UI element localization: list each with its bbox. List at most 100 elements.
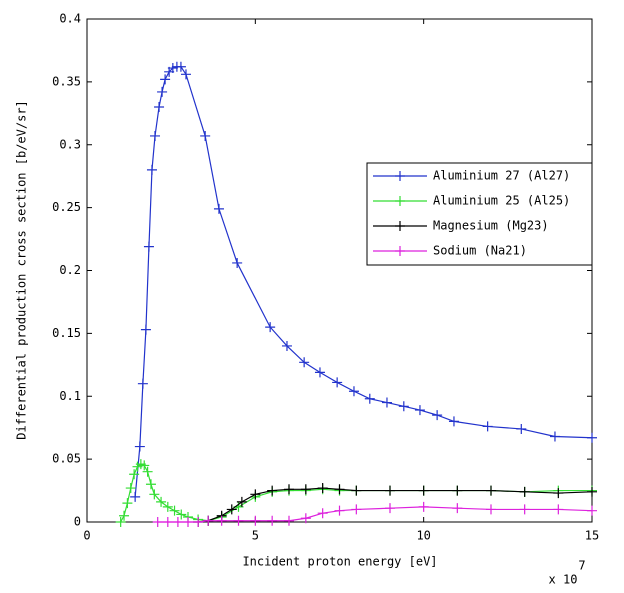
point-marker	[314, 367, 325, 378]
point-marker	[172, 517, 183, 527]
point-marker	[129, 469, 140, 480]
y-tick-label: 0.1	[59, 389, 81, 403]
point-marker	[299, 357, 310, 368]
point-marker	[418, 485, 429, 496]
point-marker	[216, 515, 227, 526]
x-tick-label: 5	[252, 529, 259, 543]
point-marker	[152, 517, 163, 527]
point-marker	[137, 378, 148, 389]
point-marker	[587, 505, 597, 516]
point-marker	[250, 515, 261, 526]
point-marker	[587, 486, 597, 497]
x-multiplier-exponent: 7	[578, 559, 585, 573]
y-tick-label: 0.4	[59, 12, 81, 26]
plot-area	[86, 18, 593, 523]
point-marker	[300, 484, 311, 495]
y-tick-label: 0.35	[52, 74, 81, 88]
point-marker	[160, 74, 171, 85]
x-tick-label: 0	[83, 529, 90, 543]
point-marker	[553, 504, 564, 515]
point-marker	[213, 203, 224, 214]
point-marker	[180, 69, 191, 80]
point-marker	[385, 503, 395, 514]
point-marker	[317, 483, 328, 494]
point-marker	[233, 515, 244, 526]
point-marker	[432, 410, 443, 421]
y-tick-label: 0.05	[52, 452, 81, 466]
point-marker	[418, 501, 429, 512]
point-marker	[146, 164, 157, 175]
legend-label: Aluminium 25 (Al25)	[433, 194, 570, 208]
point-marker	[482, 421, 493, 432]
x-tick-label: 15	[585, 529, 599, 543]
point-marker	[351, 504, 362, 515]
point-marker	[348, 386, 359, 397]
legend-marker	[395, 171, 405, 181]
point-marker	[448, 416, 459, 427]
legend-label: Magnesium (Mg23)	[433, 219, 549, 233]
point-marker	[398, 401, 409, 412]
point-marker	[381, 397, 392, 408]
point-marker	[157, 86, 168, 97]
point-marker	[139, 460, 150, 471]
point-marker	[281, 340, 292, 351]
point-marker	[175, 61, 186, 72]
point-marker	[154, 102, 165, 113]
point-marker	[143, 241, 154, 252]
legend-marker	[395, 221, 405, 231]
point-marker	[125, 483, 136, 494]
y-tick-label: 0.2	[59, 263, 81, 277]
point-marker	[300, 513, 311, 524]
point-marker	[145, 479, 156, 490]
y-axis-label: Differential production cross section [b…	[15, 100, 29, 440]
point-marker	[122, 498, 133, 509]
point-marker	[519, 504, 530, 515]
point-marker	[414, 405, 425, 416]
point-marker	[140, 324, 151, 335]
legend-label: Aluminium 27 (Al27)	[433, 169, 570, 183]
point-marker	[115, 517, 126, 527]
legend-label: Sodium (Na21)	[433, 244, 527, 258]
point-marker	[519, 486, 530, 497]
point-marker	[232, 257, 243, 268]
point-marker	[267, 485, 278, 496]
point-marker	[549, 431, 560, 442]
y-tick-label: 0.15	[52, 326, 81, 340]
x-multiplier-base: x 10	[549, 573, 578, 587]
point-marker	[169, 505, 180, 516]
point-marker	[317, 508, 328, 519]
y-tick-label: 0	[74, 515, 81, 529]
point-marker	[226, 504, 237, 515]
point-marker	[364, 393, 375, 404]
point-marker	[284, 515, 294, 526]
legend-marker	[395, 196, 405, 206]
x-axis-label: Incident proton energy [eV]	[242, 555, 437, 569]
point-marker	[486, 504, 496, 515]
legend-box	[366, 162, 593, 266]
point-marker	[162, 501, 173, 512]
series-line	[157, 506, 593, 523]
point-marker	[119, 510, 130, 521]
point-marker	[250, 489, 261, 500]
point-marker	[267, 515, 278, 526]
point-marker	[156, 496, 167, 507]
legend-marker	[395, 246, 405, 256]
point-marker	[167, 63, 178, 74]
point-marker	[332, 377, 343, 388]
point-marker	[516, 423, 527, 434]
y-tick-label: 0.3	[59, 137, 81, 151]
point-marker	[149, 489, 160, 500]
point-marker	[203, 515, 214, 526]
point-marker	[334, 505, 345, 516]
point-marker	[351, 485, 362, 496]
point-marker	[134, 441, 145, 452]
point-marker	[452, 485, 463, 496]
point-marker	[236, 496, 247, 507]
x-tick-label: 10	[416, 529, 430, 543]
point-marker	[553, 488, 564, 499]
point-marker	[193, 517, 204, 527]
point-marker	[130, 491, 141, 502]
point-marker	[183, 517, 193, 527]
